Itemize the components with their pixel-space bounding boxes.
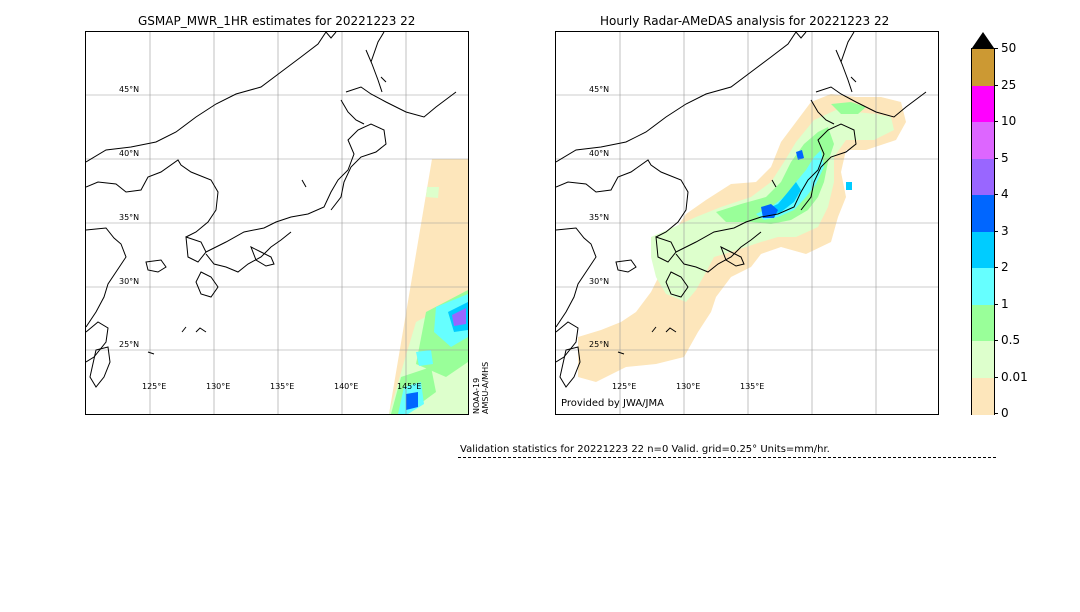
- colorbar-tick-mark: [994, 121, 998, 122]
- colorbar-segment: [972, 122, 994, 159]
- right-lat-label-45: 45°N: [589, 85, 610, 94]
- data-credit: Provided by JWA/JMA: [561, 398, 664, 409]
- left-lon-label-125: 125°E: [142, 382, 167, 391]
- colorbar-tick-mark: [994, 84, 998, 86]
- validation-statistics: Validation statistics for 20221223 22 n=…: [460, 444, 830, 455]
- colorbar-tick-label: 50: [1001, 41, 1017, 55]
- left-lon-label-135: 135°E: [270, 382, 295, 391]
- colorbar-tick-label: 4: [1001, 187, 1009, 201]
- colorbar-tick-label: 25: [1001, 77, 1017, 92]
- right-gridlines: [556, 32, 938, 414]
- right-lat-label-40: 40°N: [589, 149, 610, 158]
- colorbar-tick-mark: [994, 413, 998, 414]
- colorbar-segment: [972, 231, 994, 269]
- colorbar-tick-label: 2: [1001, 260, 1009, 274]
- right-lon-label-125: 125°E: [612, 382, 637, 391]
- left-lat-label-30: 30°N: [119, 277, 140, 286]
- colorbar-tick-mark: [994, 376, 998, 378]
- left-lat-label-45: 45°N: [119, 85, 140, 94]
- colorbar-tick-mark: [994, 48, 998, 49]
- left-precip-swath: [389, 159, 468, 414]
- right-lon-label-130: 130°E: [676, 382, 701, 391]
- colorbar-tick-label: 0: [1001, 406, 1009, 420]
- colorbar-tick-label: 0.01: [1001, 369, 1028, 384]
- colorbar-segment: [972, 377, 994, 415]
- colorbar-tick-mark: [994, 340, 998, 341]
- right-lat-label-30: 30°N: [589, 277, 610, 286]
- colorbar-tick-label: 0.5: [1001, 333, 1021, 347]
- colorbar-segment: [972, 158, 994, 196]
- colorbar-tick-label: 5: [1001, 150, 1009, 165]
- left-map: 45°N 40°N 35°N 30°N 25°N 125°E 130°E 135…: [85, 31, 469, 415]
- satellite-label-noaa: NOAA-19: [472, 377, 481, 414]
- colorbar-segment: [972, 341, 994, 378]
- right-map: 45°N 40°N 35°N 30°N 25°N 125°E 130°E 135…: [555, 31, 939, 415]
- left-lon-label-145: 145°E: [397, 382, 422, 391]
- right-lon-label-135: 135°E: [740, 382, 765, 391]
- left-map-title: GSMAP_MWR_1HR estimates for 20221223 22: [138, 14, 416, 28]
- stats-divider: [458, 457, 996, 458]
- right-map-title: Hourly Radar-AMeDAS analysis for 2022122…: [600, 14, 890, 28]
- satellite-label-sensor: AMSU-A/MHS: [481, 361, 490, 414]
- colorbar-tick-mark: [994, 230, 998, 232]
- left-lon-label-130: 130°E: [206, 382, 231, 391]
- right-coastlines: [556, 32, 927, 388]
- left-lat-label-25: 25°N: [119, 340, 140, 349]
- colorbar-extend-arrow: [972, 32, 994, 48]
- colorbar-segment: [972, 304, 994, 342]
- right-precip-field: [578, 94, 906, 382]
- colorbar-tick-mark: [994, 157, 998, 159]
- colorbar-tick-label: 3: [1001, 223, 1009, 238]
- colorbar-segment: [972, 195, 994, 232]
- right-lat-label-25: 25°N: [589, 340, 610, 349]
- colorbar-tick-label: 10: [1001, 114, 1017, 128]
- left-gridlines: [86, 32, 468, 414]
- colorbar-tick-label: 1: [1001, 296, 1009, 311]
- left-lon-label-140: 140°E: [334, 382, 359, 391]
- left-coastlines: [86, 32, 457, 388]
- colorbar-tick-mark: [994, 267, 998, 268]
- colorbar-tick-mark: [994, 303, 998, 305]
- colorbar: [971, 48, 995, 415]
- left-lat-label-40: 40°N: [119, 149, 140, 158]
- left-lat-label-35: 35°N: [119, 213, 140, 222]
- colorbar-segment: [972, 268, 994, 305]
- colorbar-segment: [972, 49, 994, 86]
- right-lat-label-35: 35°N: [589, 213, 610, 222]
- colorbar-segment: [972, 85, 994, 123]
- colorbar-tick-mark: [994, 194, 998, 195]
